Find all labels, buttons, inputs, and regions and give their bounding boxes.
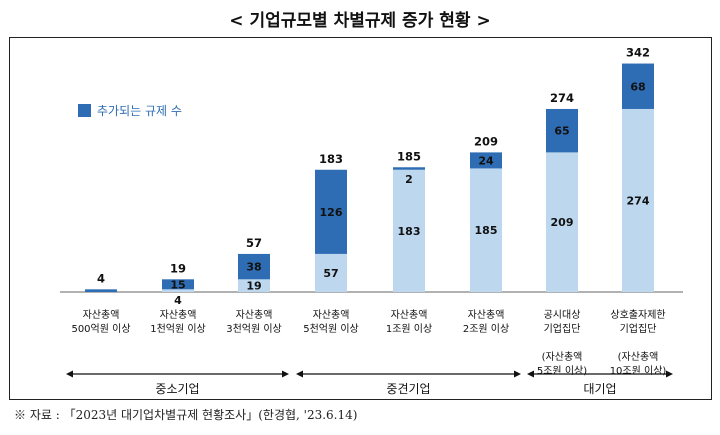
segment-label: 38: [246, 261, 261, 274]
segment-label: 15: [170, 278, 185, 291]
total-label: 185: [397, 149, 421, 163]
category-label: 자산총액: [236, 309, 273, 321]
segment-label: 57: [323, 267, 338, 280]
segment-label: 209: [551, 216, 574, 229]
legend-label: 추가되는 규제 수: [97, 104, 182, 118]
category-label: 기업집단: [620, 322, 657, 335]
bar-segment: [162, 279, 194, 290]
bar-segment: [470, 168, 502, 292]
group-label: 대기업: [583, 382, 616, 396]
segment-label: 126: [320, 206, 343, 219]
category-label: 자산총액: [468, 309, 505, 321]
legend-swatch: [78, 104, 91, 117]
segment-label: 183: [398, 225, 421, 238]
bar-segment: [622, 108, 654, 292]
bar-segment: [393, 169, 425, 292]
category-label: 5천억원 이상: [303, 323, 359, 335]
category-label: 1천억원 이상: [150, 323, 206, 335]
bar-segment: [546, 152, 578, 292]
bar-segment: [470, 152, 502, 169]
category-label: (자산총액: [542, 351, 583, 363]
bar-segment: [546, 108, 578, 153]
category-label: 자산총액: [391, 309, 428, 321]
arrow-left-icon: [527, 370, 534, 378]
arrow-right-icon: [514, 370, 521, 378]
category-label: 10조원 이상): [610, 365, 667, 377]
bar-segment: [315, 169, 347, 254]
arrow-right-icon: [282, 370, 289, 378]
category-label: 3천억원 이상: [226, 323, 282, 335]
bar-segment: [162, 289, 194, 292]
total-label: 342: [626, 46, 650, 60]
bar-segment: [238, 253, 270, 280]
category-label: 기업집단: [544, 322, 581, 335]
group-label: 중소기업: [155, 382, 199, 396]
category-label: 공시대상: [544, 309, 581, 321]
bar-segment: [238, 279, 270, 292]
bar-segment: [622, 63, 654, 109]
segment-label: 65: [554, 125, 569, 138]
source-note: ※ 자료 : 「2023년 대기업차별규제 현황조사」(한경협, '23.6.1…: [14, 408, 358, 422]
total-label: 4: [97, 271, 105, 285]
total-label: 57: [246, 236, 262, 250]
arrow-right-icon: [666, 370, 673, 378]
category-label: 1조원 이상: [386, 323, 432, 335]
segment-label: 68: [630, 80, 645, 93]
arrow-left-icon: [66, 370, 73, 378]
bar-segment: [393, 167, 425, 170]
category-label: 상호출자제한: [610, 309, 665, 321]
segment-label: 2: [405, 173, 413, 186]
bar-segment: [315, 253, 347, 292]
segment-label: 19: [246, 280, 261, 293]
segment-label: 274: [627, 194, 650, 207]
category-label: 500억원 이상: [71, 323, 130, 335]
category-label: 자산총액: [83, 309, 120, 321]
segment-label: 4: [174, 294, 182, 307]
total-label: 19: [170, 261, 186, 275]
segment-label: 24: [478, 154, 494, 167]
category-label: 자산총액: [160, 309, 197, 321]
category-label: 2조원 이상: [463, 323, 509, 335]
category-label: (자산총액: [618, 351, 659, 363]
total-label: 183: [319, 152, 343, 166]
arrow-left-icon: [296, 370, 303, 378]
chart-frame: [9, 37, 712, 400]
total-label: 209: [474, 134, 498, 148]
category-label: 5조원 이상): [537, 365, 587, 377]
group-label: 중견기업: [386, 382, 430, 396]
total-label: 274: [550, 91, 574, 105]
chart-title: < 기업규모별 차별규제 증가 현황 >: [229, 11, 491, 31]
segment-label: 185: [475, 224, 498, 237]
bar-segment: [85, 289, 117, 292]
category-label: 자산총액: [313, 309, 350, 321]
